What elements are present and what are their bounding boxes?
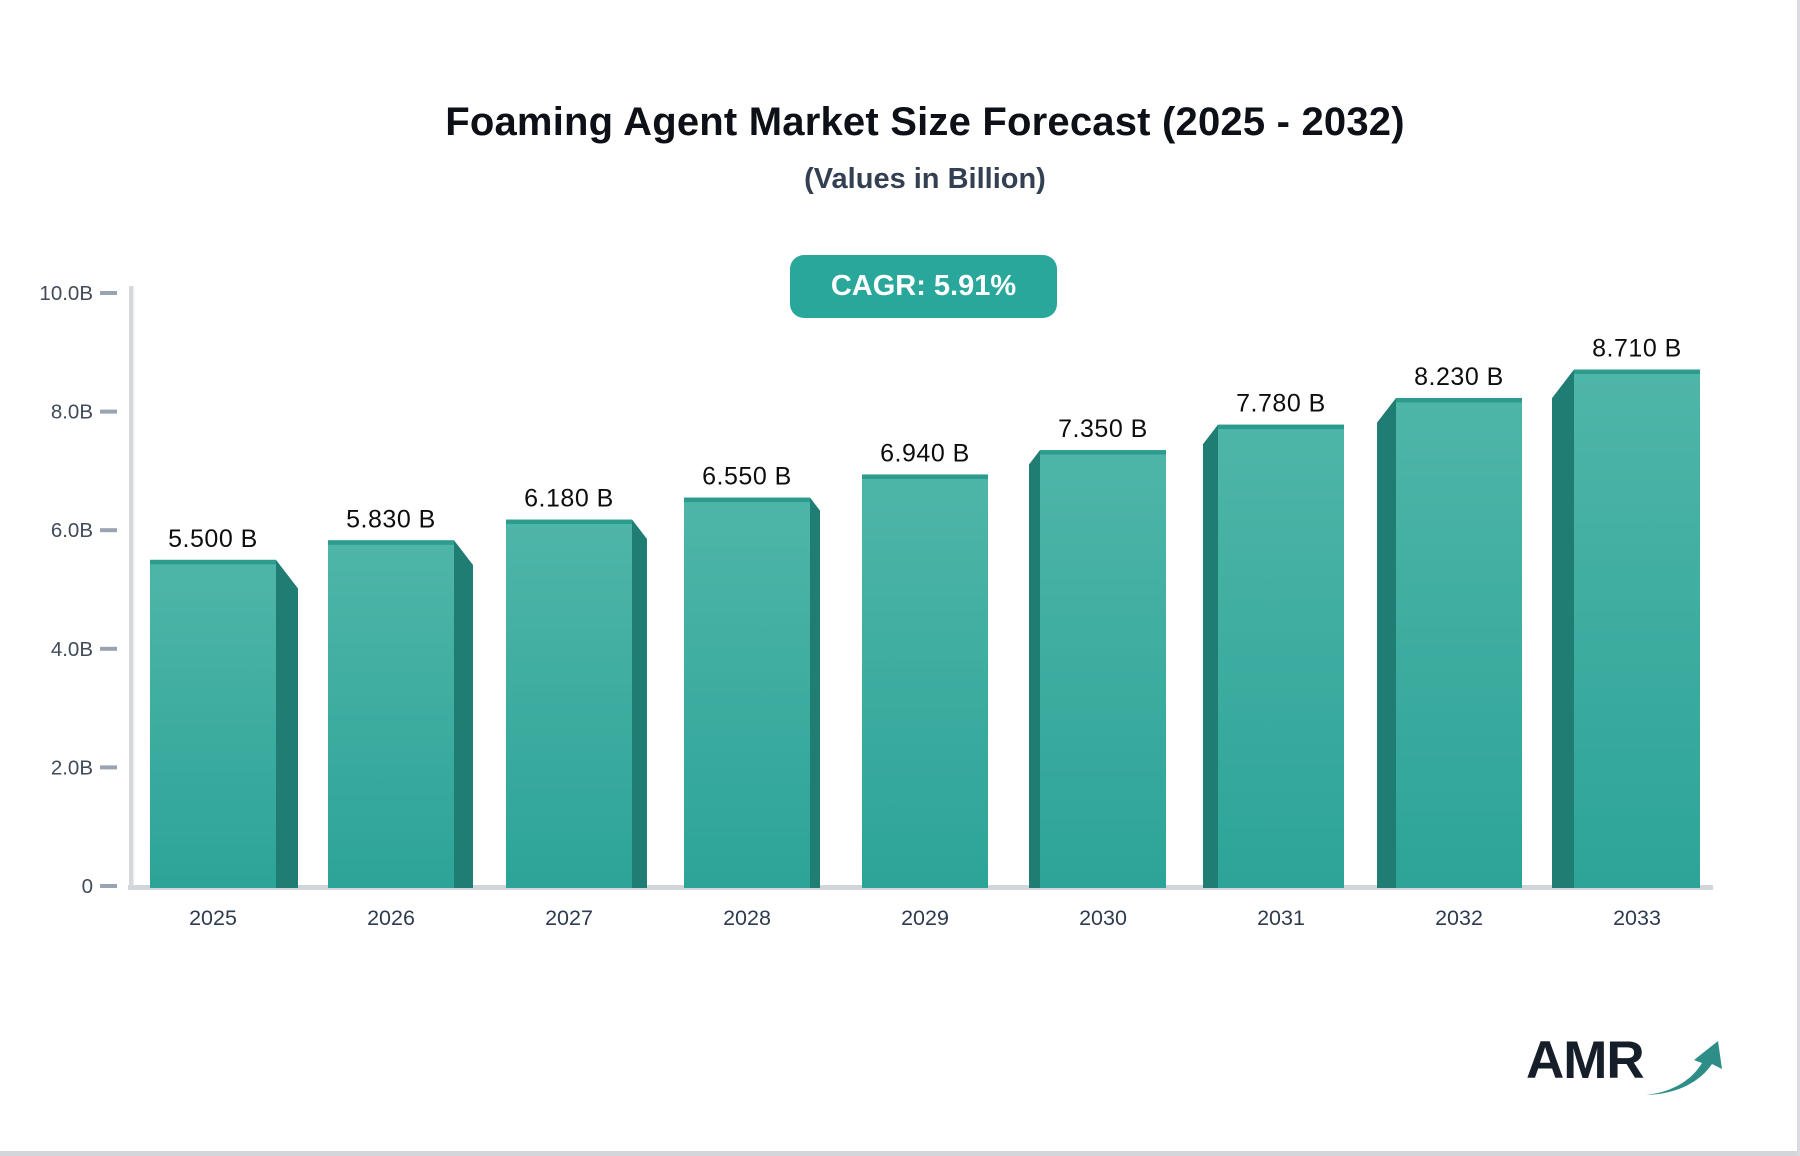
page-right-edge [1797, 0, 1800, 1156]
bar-2029 [862, 474, 988, 888]
bar-value-label: 6.550 B [702, 463, 792, 491]
y-axis-tick [100, 409, 117, 414]
bar-2031 [1203, 424, 1344, 888]
y-axis-label: 10.0B [39, 282, 93, 305]
bar-front-face [506, 519, 632, 888]
bar-top-edge [1218, 424, 1344, 430]
y-axis-label: 6.0B [51, 519, 93, 542]
bar-value-label: 8.710 B [1592, 334, 1682, 362]
y-axis-label: 2.0B [51, 756, 93, 779]
bar-side-face [1029, 450, 1040, 888]
x-axis-label: 2029 [901, 906, 949, 930]
bar-top-edge [862, 474, 988, 479]
bar-top-edge [506, 519, 632, 525]
bar-value-label: 6.180 B [524, 485, 614, 513]
x-axis-label: 2033 [1613, 906, 1661, 930]
chart-title: Foaming Agent Market Size Forecast (2025… [445, 100, 1405, 144]
bar-side-face [454, 540, 473, 888]
bar-2030 [1029, 450, 1166, 888]
x-axis-label: 2031 [1257, 906, 1305, 930]
bar-front-face [862, 474, 988, 888]
bar-2033 [1552, 369, 1700, 888]
chart-subtitle: (Values in Billion) [804, 163, 1046, 195]
bar-value-label: 7.350 B [1058, 415, 1148, 443]
x-axis-label: 2025 [189, 906, 237, 930]
x-axis-label: 2028 [723, 906, 771, 930]
y-axis-tick [100, 291, 117, 295]
page-bottom-edge [0, 1151, 1800, 1156]
bar-side-face [1203, 424, 1218, 888]
bar-top-edge [1396, 397, 1522, 403]
cagr-badge: CAGR: 5.91% [790, 255, 1057, 318]
bar-top-edge [1040, 450, 1166, 455]
bar-side-face [632, 519, 647, 888]
bar-side-face [810, 497, 820, 888]
y-axis-tick [100, 765, 117, 770]
x-axis-label: 2030 [1079, 906, 1127, 930]
bar-side-face [276, 559, 298, 888]
bar-value-label: 6.940 B [880, 439, 970, 467]
bar-side-face [1552, 369, 1574, 888]
bar-2025 [150, 559, 298, 888]
bar-value-label: 5.830 B [346, 505, 436, 533]
x-axis-label: 2027 [545, 906, 593, 930]
amr-logo-text: AMR [1526, 1031, 1645, 1090]
y-axis-label: 0 [82, 875, 93, 898]
y-axis-tick [100, 528, 117, 533]
bar-2026 [328, 540, 473, 888]
bar-front-face [150, 559, 276, 888]
bar-front-face [1218, 424, 1344, 888]
bar-value-label: 8.230 B [1414, 363, 1504, 391]
bar-top-edge [684, 497, 810, 503]
x-axis-label: 2026 [367, 906, 415, 930]
bar-top-edge [328, 540, 454, 545]
bar-value-label: 5.500 B [168, 525, 258, 553]
bar-top-edge [1574, 369, 1700, 374]
bar-2027 [506, 519, 647, 888]
y-axis-label: 8.0B [51, 401, 93, 424]
y-axis-tick [100, 884, 117, 888]
bar-side-face [1377, 397, 1396, 888]
bar-front-face [684, 497, 810, 888]
bar-top-edge [150, 559, 276, 565]
bar-value-label: 7.780 B [1236, 390, 1326, 418]
y-axis-tick [100, 646, 117, 651]
x-axis-label: 2032 [1435, 906, 1483, 930]
bar-front-face [1040, 450, 1166, 888]
amr-logo: AMR [1526, 1031, 1726, 1106]
bar-2032 [1377, 397, 1522, 888]
bar-front-face [328, 540, 454, 888]
bar-front-face [1574, 369, 1700, 888]
y-axis-label: 4.0B [51, 638, 93, 661]
trend-up-arrow-icon [1646, 1041, 1722, 1095]
bar-2028 [684, 497, 820, 888]
y-axis-line [129, 286, 134, 889]
bar-front-face [1396, 397, 1522, 888]
